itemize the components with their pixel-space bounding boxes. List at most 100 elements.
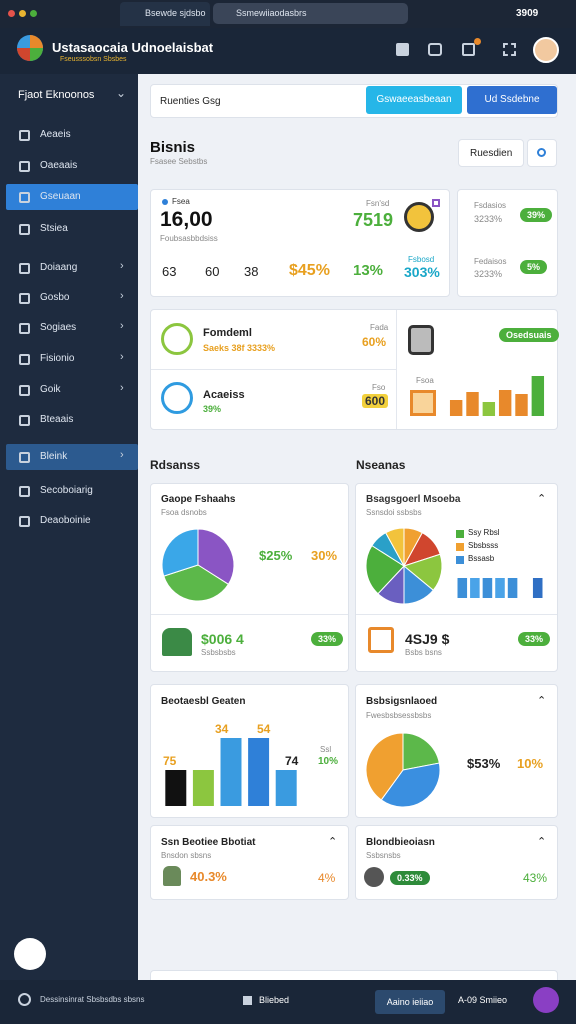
- divider: [396, 310, 397, 429]
- chevron: ⌃: [537, 836, 547, 848]
- kpi-card: [150, 189, 450, 297]
- legend-label: Bssasb: [468, 554, 495, 563]
- sidebar-item[interactable]: Doiaang: [40, 262, 78, 273]
- tab-title: Bsewde sjdsbo: [145, 8, 206, 18]
- card-pill: 33%: [311, 632, 344, 646]
- card-stat: 4%: [318, 871, 336, 885]
- card-subtitle: Fsoa dsnobs: [161, 508, 207, 517]
- divider: [151, 614, 348, 615]
- card-stat: 10%: [318, 756, 339, 767]
- secondary-button[interactable]: Ud Ssdebne: [467, 86, 557, 114]
- bar: [220, 738, 242, 806]
- divider: [151, 369, 396, 370]
- sidebar-icon: [19, 263, 30, 274]
- chat-button[interactable]: [533, 987, 559, 1013]
- chevron: ⌃: [537, 493, 547, 505]
- card-title: Ssn Beotiee Bbotiat: [161, 837, 256, 848]
- bar: [495, 578, 505, 598]
- legend-swatch: [456, 530, 464, 538]
- card-title: Blondbieoiasn: [366, 837, 435, 848]
- chevron: ›: [120, 449, 124, 461]
- sidebar-icon: [19, 354, 30, 365]
- bar: [449, 400, 463, 416]
- sidebar-item[interactable]: Oaeaais: [40, 160, 78, 171]
- bar: [165, 770, 187, 806]
- sidebar-item[interactable]: Deaoboinie: [40, 515, 91, 526]
- kpi-right-label: Fsn'sd: [366, 199, 390, 208]
- header-icon[interactable]: [428, 43, 442, 56]
- pie-slice: [365, 732, 404, 801]
- page-title: Bisnis: [150, 139, 196, 156]
- search-input[interactable]: Ruenties Gsg: [160, 96, 221, 107]
- kpi-stat: 303%: [404, 264, 440, 280]
- people-icon: [162, 628, 192, 656]
- card-subtitle: Bnsdon sbsns: [161, 851, 212, 860]
- url: Ssmewiiaodasbrs: [236, 8, 307, 18]
- header-icon[interactable]: [462, 43, 475, 56]
- chevron: ⌄: [116, 86, 127, 100]
- card-pill: 0.33%: [390, 871, 430, 885]
- bar: [532, 578, 543, 598]
- row-value: 600: [362, 394, 389, 408]
- row-tag: Fso: [372, 383, 386, 392]
- overview-box: [410, 390, 436, 416]
- kpi-value: 16,00: [160, 208, 213, 231]
- sidebar-item[interactable]: Stsiea: [40, 223, 68, 234]
- chevron: ›: [120, 290, 124, 302]
- sidebar-item[interactable]: Sogiaes: [40, 322, 77, 333]
- chevron: ›: [120, 351, 124, 363]
- legend-swatch: [456, 556, 464, 564]
- url-bar[interactable]: [213, 3, 408, 24]
- mini-bars: [457, 578, 543, 598]
- logo-part: [30, 48, 43, 61]
- sidebar-icon: [19, 192, 30, 203]
- card-stat: 30%: [311, 548, 338, 563]
- pie-slice: [161, 528, 199, 577]
- app-subtitle: Fseusssobsn Sbsbes: [60, 56, 127, 63]
- bar: [482, 402, 496, 416]
- sidebar-item[interactable]: Bteaais: [40, 414, 74, 425]
- header-icon[interactable]: [396, 43, 409, 56]
- search-icon: [537, 148, 546, 157]
- kpi-caption: Foubsasbbdsiss: [160, 234, 218, 243]
- person-icon: [364, 867, 384, 887]
- help-button[interactable]: [14, 938, 46, 970]
- pie-slice: [402, 732, 440, 771]
- chevron: ›: [120, 382, 124, 394]
- sidebar-item[interactable]: Aeaeis: [40, 129, 71, 140]
- window-dot: [19, 10, 26, 17]
- footer-button[interactable]: Aaino ieiiao: [375, 990, 445, 1014]
- overview-bars: [449, 376, 545, 416]
- logo-part: [30, 35, 43, 48]
- divider: [356, 614, 557, 615]
- tab[interactable]: [120, 2, 210, 26]
- kpi-stat: 63: [162, 264, 177, 279]
- primary-button[interactable]: Gswaeeasbeaan: [366, 86, 462, 114]
- filter-button[interactable]: [458, 139, 524, 167]
- sidebar-item[interactable]: Gosbo: [40, 292, 70, 303]
- bar: [192, 770, 214, 806]
- pie-slice: [163, 564, 230, 602]
- sidebar-item[interactable]: Secoboiarig: [40, 485, 93, 496]
- avatar[interactable]: [533, 37, 559, 63]
- card-stat: 43%: [523, 871, 548, 885]
- sidebar-icon: [19, 385, 30, 396]
- kpi-badge: [432, 199, 440, 207]
- app-header: [0, 28, 576, 74]
- sidebar-item[interactable]: Fisionio: [40, 353, 75, 364]
- row-caption: 39%: [203, 404, 222, 414]
- sidebar-item[interactable]: Goik: [40, 384, 61, 395]
- chevron: ⌃: [537, 695, 547, 707]
- header-icon[interactable]: [503, 43, 516, 56]
- footer-text: Dessinsinrat Sbsbsdbs sbsns: [40, 995, 145, 1004]
- overview-pill: Osedsuais: [499, 328, 559, 342]
- card-title: Bsbsigsnlaoed: [366, 696, 438, 707]
- box-icon: [368, 627, 394, 653]
- footer-icon: [18, 993, 31, 1006]
- bar: [248, 738, 270, 806]
- window-dot: [8, 10, 15, 17]
- card-subtitle: Ssnsdoi ssbsbs: [366, 508, 422, 517]
- card-stat: $53%: [467, 756, 501, 771]
- card-footer-caption: Bsbs bsns: [405, 648, 442, 657]
